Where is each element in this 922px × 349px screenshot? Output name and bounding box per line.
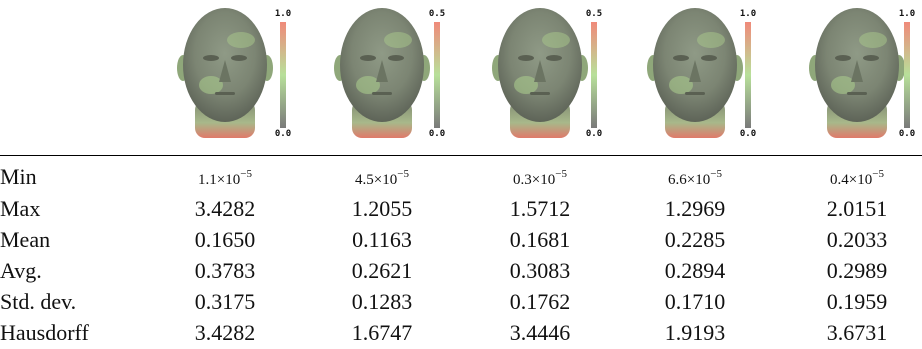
cell-value: 0.4×10−5: [830, 163, 884, 191]
colorbar: [591, 22, 597, 128]
colorbar-max-label: 0.5: [429, 9, 445, 19]
colorbar: [280, 22, 286, 128]
cell-value: 4.5×10−5: [355, 163, 409, 191]
patch: [356, 76, 380, 94]
row-label: Std. dev.: [0, 291, 76, 313]
colorbar-max-label: 1.0: [899, 9, 915, 19]
cell-value: 0.1163: [352, 229, 412, 251]
row-label: Avg.: [0, 260, 42, 282]
cell-value: 3.4446: [510, 322, 571, 344]
mantissa: 0.3×10: [513, 172, 555, 188]
patch: [697, 32, 725, 48]
cell-value: 0.3175: [195, 291, 256, 313]
mantissa: 6.6×10: [668, 172, 710, 188]
exponent: −5: [872, 168, 884, 180]
colorbar-min-label: 0.0: [275, 129, 291, 139]
cell-value: 1.1×10−5: [198, 163, 252, 191]
colorbar-min-label: 0.0: [429, 129, 445, 139]
eye: [518, 55, 534, 61]
cell-value: 1.5712: [510, 198, 571, 220]
exponent: −5: [555, 168, 567, 180]
eye: [546, 55, 562, 61]
colorbar: [434, 22, 440, 128]
cell-value: 0.3083: [510, 260, 571, 282]
mouth: [372, 92, 392, 95]
colorbar-max-label: 0.5: [586, 9, 602, 19]
cell-value: 6.6×10−5: [668, 163, 722, 191]
eye: [701, 55, 717, 61]
eye: [231, 55, 247, 61]
eye: [863, 55, 879, 61]
cell-value: 0.1710: [665, 291, 726, 313]
colorbar-min-label: 0.0: [740, 129, 756, 139]
mouth: [847, 92, 867, 95]
patch: [831, 76, 855, 94]
eye: [360, 55, 376, 61]
row-label: Min: [0, 166, 37, 188]
colorbar-min-label: 0.0: [899, 129, 915, 139]
colorbar-max-label: 1.0: [740, 9, 756, 19]
patch: [227, 32, 255, 48]
cell-value: 0.1681: [510, 229, 571, 251]
colorbar: [904, 22, 910, 128]
cell-value: 0.2989: [827, 260, 888, 282]
cell-value: 2.0151: [827, 198, 888, 220]
mantissa: 4.5×10: [355, 172, 397, 188]
eye: [835, 55, 851, 61]
colorbar-min-label: 0.0: [586, 129, 602, 139]
row-label: Hausdorff: [0, 322, 89, 344]
patch: [669, 76, 693, 94]
eye: [388, 55, 404, 61]
figure: 1.00.00.50.00.50.01.00.01.00.0Min1.1×10−…: [0, 0, 922, 349]
patch: [542, 32, 570, 48]
face-renderings: [0, 0, 922, 160]
table-rule: [0, 155, 922, 156]
cell-value: 3.6731: [827, 322, 888, 344]
patch: [384, 32, 412, 48]
patch: [859, 32, 887, 48]
cell-value: 1.2055: [352, 198, 413, 220]
cell-value: 0.2621: [352, 260, 413, 282]
cell-value: 0.2894: [665, 260, 726, 282]
cell-value: 0.2033: [827, 229, 888, 251]
colorbar-max-label: 1.0: [275, 9, 291, 19]
mouth: [215, 92, 235, 95]
patch: [514, 76, 538, 94]
exponent: −5: [710, 168, 722, 180]
exponent: −5: [240, 168, 252, 180]
cell-value: 1.6747: [352, 322, 413, 344]
mouth: [530, 92, 550, 95]
colorbar: [745, 22, 751, 128]
cell-value: 0.1650: [195, 229, 256, 251]
cell-value: 0.1959: [827, 291, 888, 313]
cell-value: 3.4282: [195, 198, 256, 220]
cell-value: 0.2285: [665, 229, 726, 251]
mantissa: 0.4×10: [830, 172, 872, 188]
cell-value: 1.2969: [665, 198, 726, 220]
eye: [203, 55, 219, 61]
cell-value: 0.3783: [195, 260, 256, 282]
cell-value: 0.1283: [352, 291, 413, 313]
mantissa: 1.1×10: [198, 172, 240, 188]
mouth: [685, 92, 705, 95]
eye: [673, 55, 689, 61]
cell-value: 3.4282: [195, 322, 256, 344]
patch: [199, 76, 223, 94]
cell-value: 0.1762: [510, 291, 571, 313]
exponent: −5: [397, 168, 409, 180]
cell-value: 1.9193: [665, 322, 726, 344]
row-label: Max: [0, 198, 40, 220]
cell-value: 0.3×10−5: [513, 163, 567, 191]
row-label: Mean: [0, 229, 50, 251]
